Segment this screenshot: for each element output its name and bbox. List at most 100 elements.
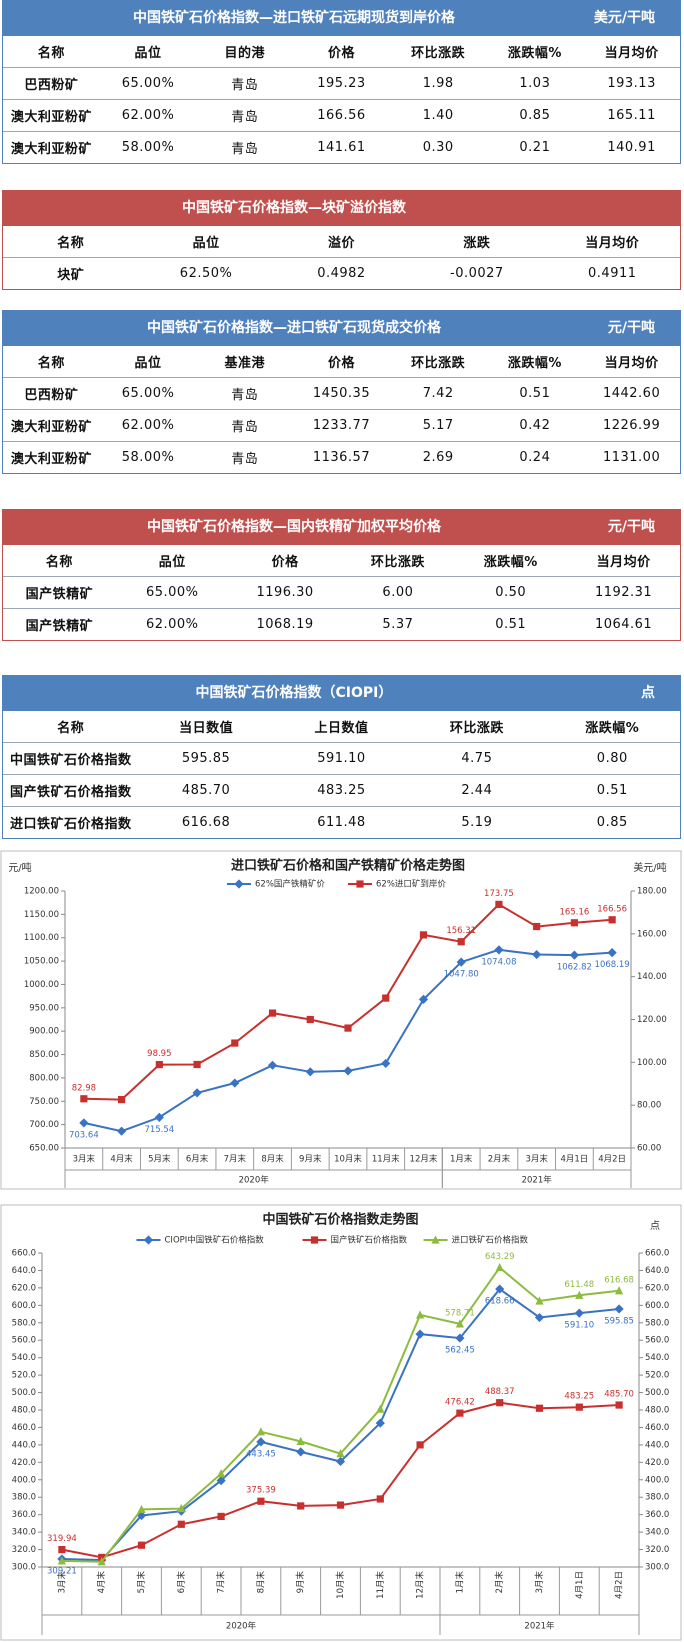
- y2-tick-label: 140.00: [637, 972, 667, 982]
- point: [416, 1441, 424, 1449]
- cell: 62.50%: [138, 257, 274, 289]
- header-cell: 当月均价: [604, 46, 659, 61]
- cell: 0.21: [486, 131, 584, 163]
- x-tick-label: 10月末: [334, 1154, 362, 1165]
- cell: 7.42: [389, 377, 487, 410]
- legend-label: 62%进口矿到岸价: [376, 879, 446, 890]
- header-cell: 品位: [134, 356, 162, 371]
- point: [231, 1039, 239, 1047]
- x-group-label: 2021年: [522, 1175, 553, 1186]
- y-tick-label: 340.0: [12, 1528, 36, 1538]
- point: [415, 1329, 425, 1339]
- point: [569, 950, 579, 960]
- y-tick-label: 420.0: [12, 1458, 36, 1468]
- series-line: [61, 1401, 620, 1559]
- value-label: 156.31: [446, 926, 476, 936]
- value-label: 443.45: [246, 1449, 276, 1459]
- point: [154, 1112, 164, 1122]
- header-cell: 名称: [37, 356, 65, 371]
- x-tick-label: 3月末: [56, 1571, 67, 1594]
- point: [575, 1290, 584, 1299]
- header-cell: 当月均价: [585, 236, 640, 251]
- cell: 澳大利亚粉矿: [3, 131, 100, 163]
- x-tick-label: 3月末: [525, 1154, 548, 1165]
- point: [336, 1449, 345, 1458]
- point: [267, 1060, 278, 1070]
- value-label: 173.75: [484, 889, 514, 899]
- chart: 中国铁矿石价格指数走势图 点 300.0 320.0 340.0 360.0 380.0 40…: [0, 1204, 682, 1641]
- cell: 巴西粉矿: [3, 377, 100, 410]
- row: 块矿 62.50% 0.4982 -0.0027 0.4911: [3, 257, 680, 289]
- y2-tick-label: 520.0: [645, 1371, 669, 1381]
- y2-tick-label: 480.0: [645, 1406, 669, 1416]
- cell: 0.4982: [273, 257, 410, 289]
- table: 名称 品位 目的港 价格 环比涨跌 涨跌幅% 当月均价 巴西粉矿 65.00% 青岛 195.23 1…: [3, 36, 680, 163]
- y-tick-label: 620.0: [12, 1283, 36, 1293]
- x-tick-label: 1月末: [450, 1154, 473, 1165]
- cell: 国产铁精矿: [3, 576, 116, 609]
- unit: 元/干吨: [607, 519, 655, 535]
- point: [296, 1447, 306, 1457]
- point: [494, 945, 504, 955]
- y2-axis-label: 美元/吨: [633, 861, 666, 874]
- y-tick-label: 440.0: [12, 1440, 36, 1450]
- x-tick-label: 1月末: [454, 1571, 465, 1594]
- header-cell: 目的港: [224, 46, 266, 61]
- frame: [0, 1204, 682, 1641]
- header-cell: 品位: [192, 236, 220, 251]
- row: 国产铁精矿 65.00% 1196.30 6.00 0.50 1192.31: [3, 576, 680, 609]
- table-title: 中国铁矿石价格指数—国内铁精矿加权平均价格: [146, 519, 441, 535]
- cell: 141.61: [293, 131, 390, 163]
- cell: 1226.99: [583, 409, 680, 442]
- cell: 0.85: [486, 99, 584, 132]
- x-tick-label: 8月末: [261, 1154, 284, 1165]
- point: [532, 949, 542, 960]
- row: 进口铁矿石价格指数 616.68 611.48 5.19 0.85: [3, 806, 680, 838]
- unit: 元/干吨: [607, 320, 655, 336]
- row: 澳大利亚粉矿 62.00% 青岛 1233.77 5.17 0.42 1226.99: [3, 409, 680, 442]
- cell: 1136.57: [293, 441, 390, 473]
- cell: 195.23: [293, 67, 390, 100]
- cell: 国产铁矿石价格指数: [3, 774, 139, 807]
- x-tick-label: 9月末: [299, 1154, 322, 1165]
- value-label: 616.68: [604, 1275, 634, 1285]
- point: [234, 879, 244, 889]
- table-title-bar: 中国铁矿石价格指数—国内铁精矿加权平均价格 元/干吨: [2, 509, 681, 545]
- cell: 591.10: [273, 742, 410, 775]
- table-body: 名称 品位 基准港 价格 环比涨跌 涨跌幅% 当月均价 巴西粉矿 65.00% 青岛 1450.35…: [2, 346, 681, 474]
- series-line: [61, 1287, 620, 1562]
- value-label: 611.48: [564, 1280, 594, 1290]
- point: [177, 1503, 186, 1513]
- header-cell: 名称: [45, 555, 73, 570]
- y2-tick-label: 600.0: [645, 1301, 669, 1311]
- header-cell: 涨跌幅%: [483, 555, 538, 570]
- point: [143, 1235, 154, 1245]
- point: [495, 900, 503, 908]
- point: [535, 1296, 544, 1305]
- point: [457, 938, 465, 946]
- x-tick-label: 12月末: [415, 1571, 426, 1599]
- cell: 140.91: [583, 131, 680, 163]
- legend-label: 国产铁矿石价格指数: [331, 1235, 408, 1246]
- x-tick-label: 12月末: [410, 1154, 438, 1165]
- cell: 1442.60: [583, 377, 680, 410]
- cell: 澳大利亚粉矿: [3, 441, 100, 473]
- cell: 青岛: [196, 67, 294, 100]
- cell: 0.24: [486, 441, 584, 473]
- cell: 青岛: [196, 441, 294, 473]
- value-label: 1074.08: [481, 957, 516, 967]
- y2-tick-label: 320.0: [645, 1545, 669, 1555]
- row: 中国铁矿石价格指数 595.85 591.10 4.75 0.80: [3, 742, 680, 775]
- value-label: 98.95: [147, 1049, 171, 1059]
- y2-tick-label: 100.00: [637, 1058, 667, 1068]
- y-tick-label: 800.00: [29, 1073, 59, 1083]
- point: [382, 994, 390, 1002]
- cell: 1064.61: [567, 608, 680, 640]
- value-label: 618.66: [485, 1297, 515, 1307]
- point: [256, 1427, 265, 1436]
- y-tick-label: 950.00: [29, 1003, 59, 1013]
- point: [455, 1333, 465, 1343]
- y-tick-label: 360.0: [12, 1510, 36, 1520]
- x-tick-label: 4月末: [96, 1571, 107, 1594]
- point: [376, 1404, 385, 1413]
